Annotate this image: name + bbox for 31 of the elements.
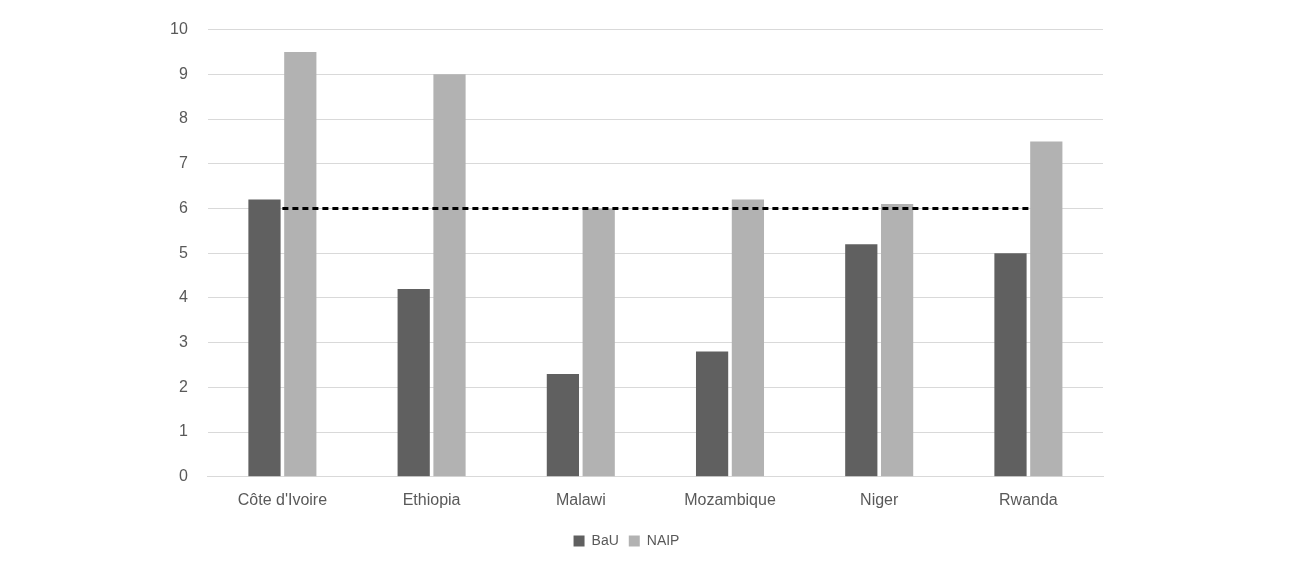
x-tick-label: Malawi [555, 490, 606, 508]
legend-label: BaU [591, 531, 619, 548]
x-tick-label: Rwanda [999, 490, 1058, 508]
x-tick-label: Ethiopia [402, 490, 461, 508]
y-tick-label: 2 [178, 377, 188, 395]
y-tick-label: 3 [178, 333, 188, 351]
bar [284, 51, 317, 477]
y-tick-label: 9 [178, 64, 188, 82]
y-tick-label: 4 [178, 288, 188, 306]
x-tick-label: Niger [860, 490, 899, 508]
x-tick-label: Mozambique [684, 490, 776, 508]
bar [582, 208, 615, 477]
bar [397, 288, 430, 477]
bar [695, 351, 729, 477]
bar [546, 373, 580, 477]
y-tick-label: 6 [178, 198, 188, 216]
bar [248, 199, 281, 477]
y-tick-label: 0 [178, 467, 188, 485]
y-tick-label: 5 [178, 243, 188, 261]
y-tick-label: 1 [178, 422, 188, 440]
bar [845, 244, 878, 477]
bar [1030, 141, 1063, 477]
x-tick-label: Côte d'Ivoire [237, 490, 328, 508]
y-tick-label: 7 [178, 154, 188, 172]
bar [731, 199, 765, 477]
bar [880, 204, 914, 477]
bar [433, 74, 466, 477]
bar [994, 253, 1027, 477]
legend-label: NAIP [646, 531, 680, 548]
y-tick-label: 8 [178, 109, 188, 127]
y-tick-label: 10 [170, 20, 188, 38]
